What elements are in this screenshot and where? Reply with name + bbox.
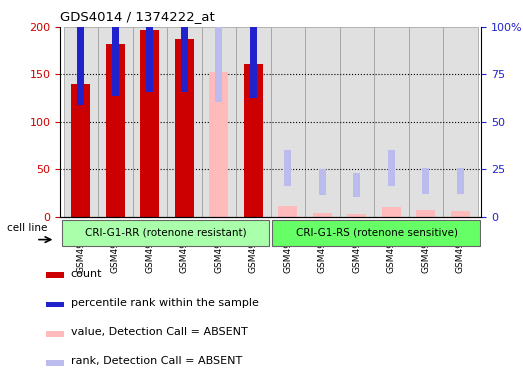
Bar — [319, 169, 326, 195]
Bar — [271, 27, 305, 217]
Bar — [457, 167, 464, 194]
Bar — [388, 151, 395, 185]
Bar — [146, 0, 153, 91]
Bar — [408, 27, 443, 217]
Bar — [272, 220, 480, 246]
Bar — [244, 64, 263, 217]
Bar — [167, 27, 202, 217]
Bar — [382, 207, 401, 217]
Bar — [416, 210, 436, 217]
Text: CRI-G1-RR (rotenone resistant): CRI-G1-RR (rotenone resistant) — [85, 228, 246, 238]
Bar — [451, 211, 470, 217]
Bar — [46, 360, 64, 366]
Bar — [354, 173, 360, 197]
Bar — [347, 214, 367, 217]
Bar — [285, 151, 291, 185]
Text: GDS4014 / 1374222_at: GDS4014 / 1374222_at — [60, 10, 215, 23]
Bar — [236, 27, 271, 217]
Text: count: count — [71, 269, 102, 279]
Bar — [215, 0, 222, 102]
Bar — [339, 27, 374, 217]
Bar — [423, 167, 429, 194]
Bar — [250, 0, 257, 98]
Bar — [62, 220, 269, 246]
Bar — [46, 301, 64, 308]
Bar — [443, 27, 477, 217]
Bar — [140, 30, 160, 217]
Bar — [106, 44, 125, 217]
Text: cell line: cell line — [7, 222, 47, 233]
Bar — [278, 205, 298, 217]
Bar — [202, 27, 236, 217]
Bar — [313, 213, 332, 217]
Bar — [175, 39, 194, 217]
Bar — [71, 84, 90, 217]
Bar — [98, 27, 133, 217]
Bar — [46, 331, 64, 337]
Bar — [46, 272, 64, 278]
Text: percentile rank within the sample: percentile rank within the sample — [71, 298, 258, 308]
Text: rank, Detection Call = ABSENT: rank, Detection Call = ABSENT — [71, 356, 242, 366]
Text: CRI-G1-RS (rotenone sensitive): CRI-G1-RS (rotenone sensitive) — [297, 228, 458, 238]
Text: value, Detection Call = ABSENT: value, Detection Call = ABSENT — [71, 327, 247, 337]
Bar — [112, 0, 119, 96]
Bar — [77, 0, 84, 105]
Bar — [133, 27, 167, 217]
Bar — [209, 71, 229, 217]
Bar — [374, 27, 408, 217]
Bar — [181, 0, 188, 93]
Bar — [64, 27, 98, 217]
Bar — [305, 27, 339, 217]
